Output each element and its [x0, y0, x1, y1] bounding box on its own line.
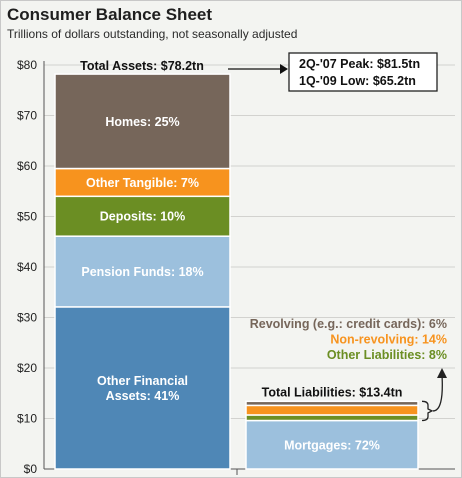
assets-segment-label: Other Financial: [97, 374, 188, 388]
assets-segment-homes: [54, 73, 231, 170]
y-tick-label: $0: [24, 462, 38, 476]
peak-arrowhead: [280, 64, 288, 74]
liabilities-segment-mortgages: [245, 419, 419, 470]
legend-item-revolving: Revolving (e.g.: credit cards): 6%: [250, 317, 447, 331]
liabilities-segment-other-liabilities: [245, 414, 419, 422]
legend-arrow: [432, 374, 443, 412]
liabilities-segment-nonrevolving: [245, 404, 419, 416]
y-tick-label: $20: [17, 361, 37, 375]
assets-total-label: Total Assets: $78.2tn: [80, 59, 204, 73]
liabilities-total-label: Total Liabilities: $13.4tn: [262, 385, 403, 399]
assets-segment-label: Pension Funds: 18%: [81, 265, 203, 279]
y-tick-label: $40: [17, 260, 37, 274]
assets-segment-label: Other Tangible: 7%: [86, 176, 199, 190]
chart-subtitle: Trillions of dollars outstanding, not se…: [7, 27, 298, 41]
assets-segment-label: Deposits: 10%: [100, 210, 185, 224]
y-tick-label: $80: [17, 58, 37, 72]
peak-box-line1: 2Q-'07 Peak: $81.5tn: [299, 57, 420, 71]
assets-segment-label: Homes: 25%: [105, 115, 179, 129]
liabilities-segment-revolving: [245, 400, 419, 407]
liabilities-brace: [421, 400, 434, 422]
peak-box: [288, 52, 438, 92]
assets-segment-pension: [54, 235, 231, 308]
peak-box-line2: 1Q-'09 Low: $65.2tn: [299, 74, 416, 88]
liabilities-segment-label: Mortgages: 72%: [284, 438, 380, 452]
chart-title: Consumer Balance Sheet: [7, 5, 213, 24]
legend-item-nonrevolving: Non-revolving: 14%: [330, 333, 447, 347]
y-tick-label: $70: [17, 109, 37, 123]
y-tick-label: $10: [17, 412, 37, 426]
assets-segment-deposits: [54, 195, 231, 237]
y-tick-label: $50: [17, 210, 37, 224]
y-tick-label: $30: [17, 311, 37, 325]
assets-segment-label: Assets: 41%: [106, 389, 180, 403]
assets-segment-other-tangible: [54, 167, 231, 198]
assets-segment-other-financial: [54, 306, 231, 470]
legend-arrowhead: [437, 368, 447, 378]
legend-item-other-liabilities: Other Liabilities: 8%: [327, 348, 447, 362]
y-tick-label: $60: [17, 159, 37, 173]
